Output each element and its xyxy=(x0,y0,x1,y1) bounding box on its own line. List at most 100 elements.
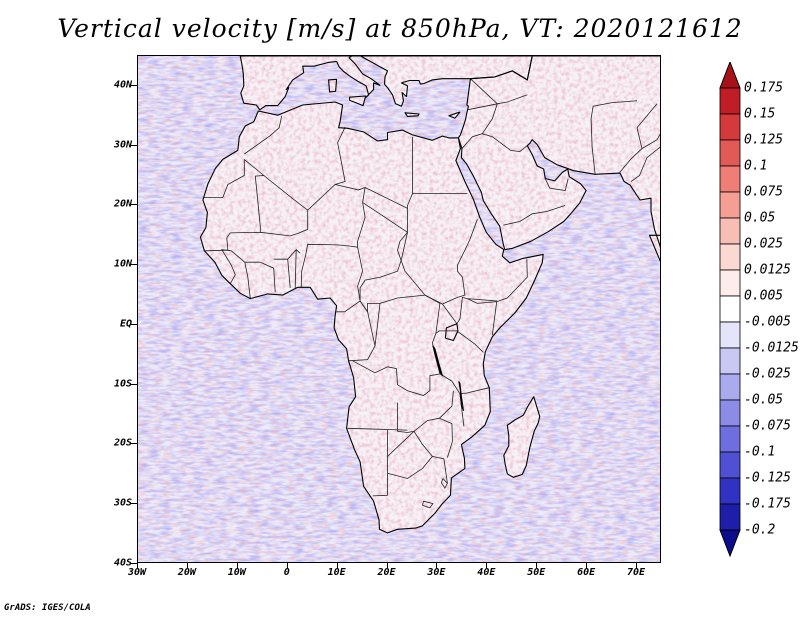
colorbar-swatch xyxy=(719,321,741,349)
colorbar-level-label: 0.1 xyxy=(744,158,768,174)
country-border xyxy=(461,133,528,153)
country-border xyxy=(307,126,346,211)
colorbar-level-label: -0.0125 xyxy=(744,340,799,356)
map-plot-area xyxy=(137,55,661,563)
lat-tick-mark xyxy=(131,84,137,86)
lon-tick-mark xyxy=(536,563,538,568)
country-border xyxy=(260,261,276,293)
colorbar-swatch xyxy=(719,503,741,531)
colorbar-swatch xyxy=(719,269,741,297)
lon-tick-label: 70E xyxy=(627,567,646,578)
lon-tick-mark xyxy=(336,563,338,568)
lat-tick-label: 20S xyxy=(113,437,132,449)
lon-tick-mark xyxy=(236,563,238,568)
lon-tick-label: 20W xyxy=(177,567,196,578)
country-border xyxy=(435,330,484,353)
vertical-velocity-map xyxy=(138,56,660,562)
lat-tick-mark xyxy=(131,204,137,206)
country-border xyxy=(244,262,251,299)
coastline xyxy=(349,95,367,107)
coastline xyxy=(648,234,660,262)
lat-tick-mark xyxy=(131,563,137,564)
colorbar-min-arrow xyxy=(719,529,741,558)
country-border xyxy=(273,249,301,260)
colorbar-swatch xyxy=(719,87,741,115)
lon-tick-mark xyxy=(137,563,138,568)
colorbar-level-label: -0.005 xyxy=(744,314,791,330)
colorbar-swatch xyxy=(719,113,741,141)
colorbar xyxy=(719,62,741,558)
country-border xyxy=(590,100,638,175)
country-border xyxy=(619,103,658,173)
lon-tick-label: 10E xyxy=(327,567,346,578)
coastline xyxy=(199,101,544,534)
lon-tick-mark xyxy=(636,563,638,568)
country-border xyxy=(260,175,309,237)
colorbar-swatch xyxy=(719,295,741,323)
country-border xyxy=(440,478,448,489)
lat-tick-label: 40S xyxy=(113,557,132,569)
lat-tick-label: EQ xyxy=(119,318,132,330)
colorbar-swatch xyxy=(719,217,741,245)
colorbar-level-label: -0.175 xyxy=(744,496,791,512)
lat-tick-label: 20N xyxy=(113,198,132,210)
lon-tick-mark xyxy=(386,563,388,568)
lat-tick-mark xyxy=(131,264,137,266)
country-border xyxy=(204,237,229,252)
colorbar-level-label: -0.05 xyxy=(744,392,784,408)
lon-tick-label: 50E xyxy=(527,567,546,578)
colorbar-swatch xyxy=(719,451,741,479)
lon-tick-mark xyxy=(436,563,438,568)
lon-tick-label: 10W xyxy=(227,567,246,578)
country-border xyxy=(362,202,478,305)
coastline xyxy=(239,56,533,111)
country-border xyxy=(202,159,245,198)
lon-tick-label: 60E xyxy=(577,567,596,578)
colorbar-swatch xyxy=(719,191,741,219)
colorbar-level-label: -0.125 xyxy=(744,470,791,486)
colorbar-level-label: -0.1 xyxy=(744,444,776,460)
country-border xyxy=(503,205,566,226)
lat-tick-label: 40N xyxy=(113,79,132,91)
coastlines xyxy=(199,56,660,534)
country-border xyxy=(439,417,453,458)
country-border xyxy=(544,178,569,191)
colorbar-level-label: 0.0125 xyxy=(744,262,791,278)
colorbar-level-label: 0.125 xyxy=(744,132,784,148)
lat-tick-mark xyxy=(131,323,137,325)
lon-tick-label: 30E xyxy=(427,567,446,578)
grads-credit: GrADS: IGES/COLA xyxy=(4,603,91,613)
country-border xyxy=(387,456,433,479)
lon-tick-label: 20E xyxy=(377,567,396,578)
country-border xyxy=(244,115,283,155)
country-border xyxy=(374,303,381,346)
colorbar-level-label: -0.2 xyxy=(744,522,776,538)
country-border xyxy=(364,136,413,210)
country-border xyxy=(630,146,660,182)
lon-tick-label: 30W xyxy=(127,567,147,578)
country-border xyxy=(481,103,498,134)
coastline xyxy=(404,112,420,117)
colorbar-swatch xyxy=(719,347,741,375)
coastline xyxy=(458,381,464,411)
country-border xyxy=(397,390,454,433)
coastline xyxy=(328,78,338,93)
colorbar-swatch xyxy=(719,165,741,193)
country-border xyxy=(294,249,297,288)
colorbar-level-label: 0.175 xyxy=(744,80,784,96)
lat-tick-label: 10S xyxy=(113,378,132,390)
lat-tick-label: 10N xyxy=(113,258,132,270)
lon-tick-mark xyxy=(586,563,588,568)
lon-tick-mark xyxy=(186,563,188,568)
country-border xyxy=(336,247,364,313)
country-border xyxy=(287,259,291,288)
lon-tick-label: 0 xyxy=(283,567,290,578)
colorbar-level-label: -0.075 xyxy=(744,418,791,434)
colorbar-swatch xyxy=(719,373,741,401)
lon-tick-label: 40E xyxy=(477,567,496,578)
country-border xyxy=(387,431,415,457)
coastline xyxy=(432,345,443,377)
colorbar-level-label: 0.15 xyxy=(744,106,776,122)
country-border xyxy=(467,103,498,111)
country-border xyxy=(226,159,265,238)
